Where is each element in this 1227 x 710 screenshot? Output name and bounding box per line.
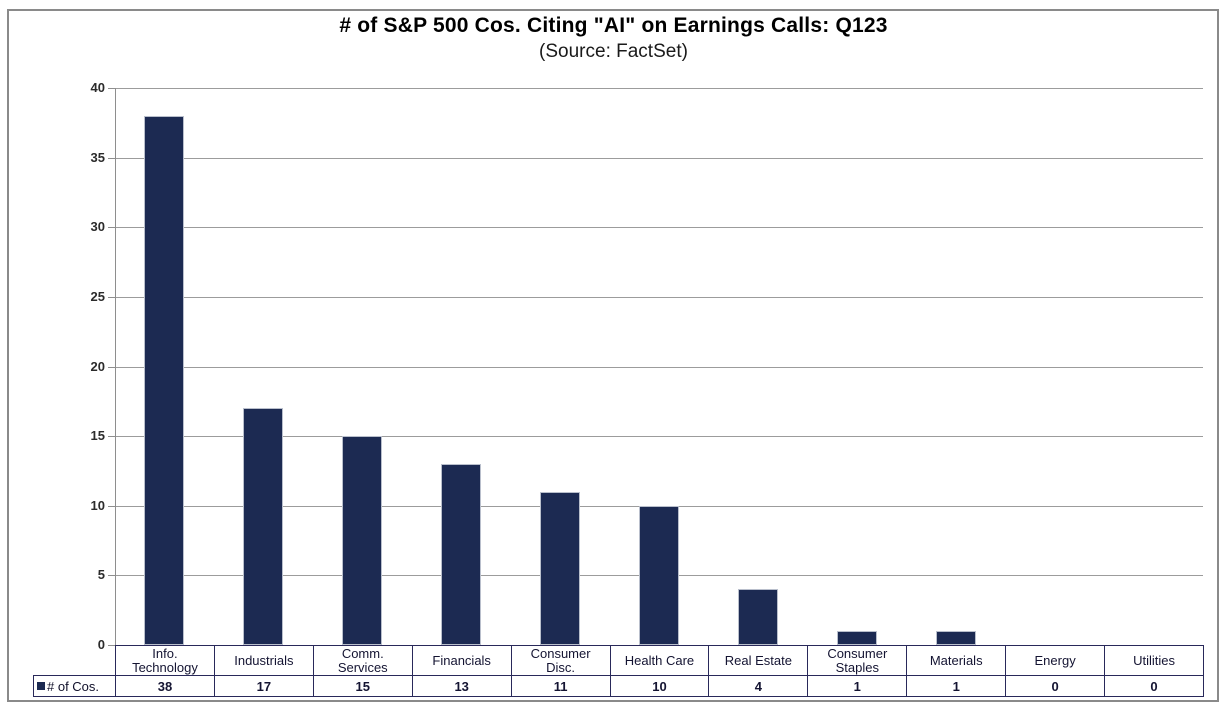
y-axis-line — [115, 88, 116, 645]
y-tick-40 — [108, 88, 115, 89]
legend-series-label: # of Cos. — [47, 678, 100, 694]
data-table-value-row: 38 17 15 13 11 10 4 1 1 0 0 — [115, 676, 1204, 697]
y-axis-label-15: 15 — [90, 428, 105, 444]
chart-title: # of S&P 500 Cos. Citing "AI" on Earning… — [339, 14, 888, 37]
bar-consumer-disc — [540, 491, 581, 645]
y-axis-label-10: 10 — [90, 497, 105, 513]
table-value-cell: 11 — [511, 676, 611, 697]
bar-health-care — [639, 505, 679, 645]
bar-info-technology — [144, 115, 185, 645]
gridline-y-35 — [115, 157, 1203, 159]
table-category-cell: Real Estate — [709, 646, 809, 676]
y-tick-5 — [108, 575, 115, 577]
bar-consumer-staples — [836, 631, 877, 645]
table-value-cell: 0 — [1105, 676, 1204, 697]
chart-subtitle: (Source: FactSet) — [539, 41, 688, 62]
bar-industrials — [243, 408, 284, 645]
table-category-cell: Consumer Disc. — [511, 646, 611, 676]
table-value-cell: 10 — [610, 676, 710, 697]
table-category-cell: Info. Technology — [116, 646, 215, 676]
table-value-cell: 15 — [313, 676, 413, 697]
gridline-y-30 — [115, 227, 1203, 229]
table-category-cell: Energy — [1006, 646, 1106, 676]
y-axis-label-35: 35 — [90, 149, 105, 165]
bar-materials — [935, 631, 976, 645]
table-category-cell: Consumer Staples — [808, 646, 908, 676]
table-category-cell: Industrials — [214, 646, 314, 676]
gridline-y-15 — [115, 436, 1203, 438]
y-axis-label-5: 5 — [97, 567, 105, 583]
table-value-cell: 4 — [709, 676, 809, 697]
data-table-category-row: Info. Technology Industrials Comm. Service… — [115, 645, 1204, 676]
bar-financials — [441, 463, 482, 645]
y-tick-15 — [108, 436, 115, 438]
table-value-cell: 38 — [116, 676, 215, 697]
table-value-cell: 0 — [1006, 676, 1106, 697]
y-tick-35 — [108, 157, 115, 159]
legend-series-swatch-icon — [37, 682, 45, 690]
table-category-cell: Comm. Services — [313, 646, 413, 676]
gridline-y-20 — [115, 366, 1203, 368]
plot-area — [115, 88, 1203, 645]
y-axis-label-25: 25 — [90, 288, 105, 304]
y-axis-label-0: 0 — [97, 637, 105, 652]
table-category-cell: Health Care — [610, 646, 710, 676]
y-tick-25 — [108, 296, 115, 298]
legend-cell: # of Cos. — [33, 675, 116, 697]
table-category-cell: Materials — [907, 646, 1007, 676]
table-value-cell: 17 — [214, 676, 314, 697]
y-tick-20 — [108, 366, 115, 368]
bar-real-estate — [737, 589, 778, 645]
table-value-cell: 13 — [412, 676, 512, 697]
y-tick-0 — [108, 645, 115, 646]
y-axis-label-20: 20 — [90, 358, 105, 374]
table-value-cell: 1 — [808, 676, 908, 697]
table-category-cell: Financials — [412, 646, 512, 676]
bar-comm-services — [342, 436, 383, 645]
y-tick-10 — [108, 505, 115, 507]
table-category-cell: Utilities — [1105, 646, 1204, 676]
y-tick-30 — [108, 227, 115, 229]
table-value-cell: 1 — [907, 676, 1007, 697]
gridline-y-40 — [115, 88, 1203, 89]
y-axis-label-30: 30 — [90, 219, 105, 235]
y-axis-label-40: 40 — [90, 80, 105, 95]
gridline-y-25 — [115, 296, 1203, 298]
